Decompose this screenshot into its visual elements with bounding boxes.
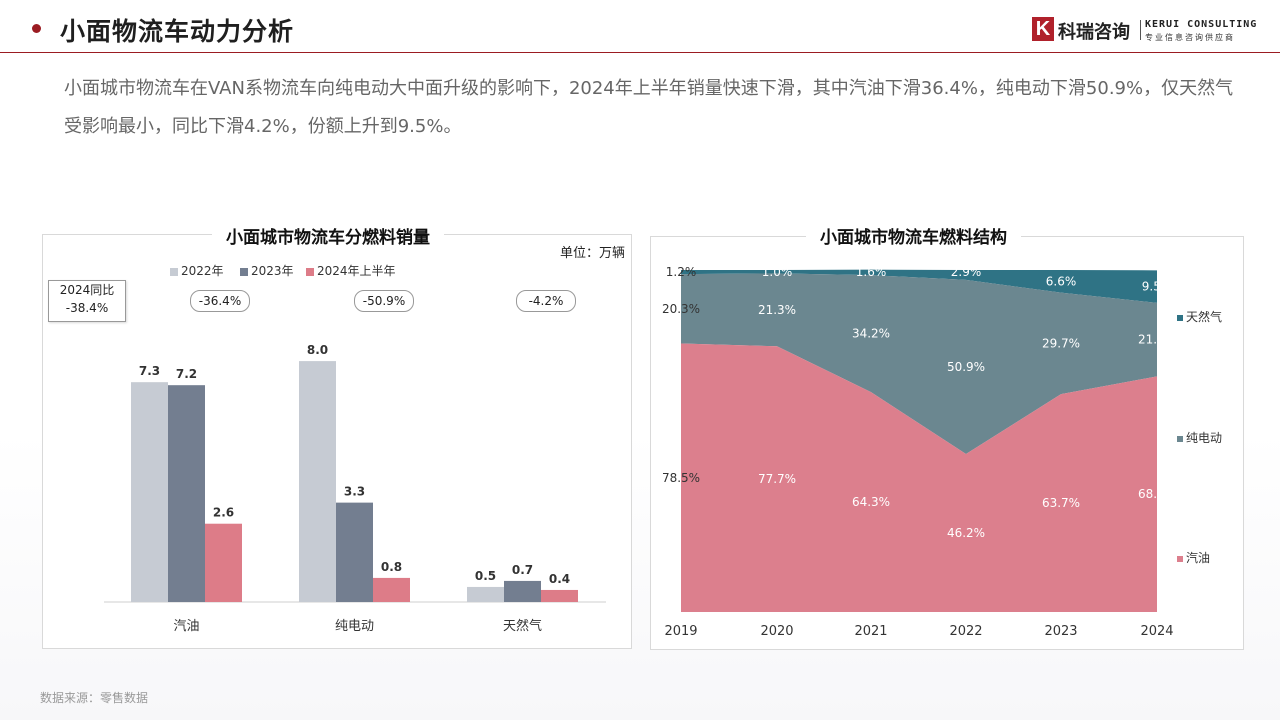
- area-x-tick-label: 2024: [1140, 624, 1173, 639]
- legend-label-gasoline: 汽油: [1186, 551, 1211, 565]
- legend-label-2022: 2022年: [181, 264, 224, 278]
- area-label-natural-gas: 1.6%: [856, 265, 887, 279]
- area-label-natural-gas: 1.0%: [762, 265, 793, 279]
- legend-item-2022: 2022年: [170, 262, 224, 279]
- legend-item-natural-gas: 天然气: [1177, 308, 1222, 325]
- yoy-pill-gasoline: -36.4%: [190, 290, 250, 312]
- title-bullet-icon: [32, 24, 41, 33]
- bar-value-label: 7.3: [139, 364, 160, 378]
- brand-logo: K 科瑞咨询 KERUI CONSULTING 专业信息咨询供应商: [1032, 16, 1256, 46]
- bar-value-label: 0.4: [549, 572, 570, 586]
- bar-2-1: [504, 580, 541, 602]
- logo-mark-icon: K: [1032, 17, 1054, 41]
- logo-divider: [1140, 20, 1141, 40]
- bar-value-label: 0.5: [475, 569, 496, 583]
- area-label-electric: 50.9%: [947, 360, 985, 374]
- area-label-natural-gas: 9.5%: [1142, 280, 1173, 294]
- area-label-electric: 29.7%: [1042, 336, 1080, 350]
- legend-item-electric: 纯电动: [1177, 429, 1222, 446]
- area-gasoline: [681, 343, 1157, 612]
- area-label-gasoline: 78.5%: [662, 471, 700, 485]
- header-divider: [0, 52, 1280, 53]
- legend-swatch-natural-gas: [1177, 314, 1183, 321]
- area-label-gasoline: 64.3%: [852, 495, 890, 509]
- area-x-tick-label: 2020: [760, 624, 793, 639]
- legend-swatch-2023: [240, 267, 248, 276]
- logo-tagline: 专业信息咨询供应商: [1145, 33, 1235, 42]
- yoy-total-callout: 2024同比 -38.4%: [48, 280, 126, 322]
- bar-value-label: 0.7: [512, 563, 533, 577]
- legend-swatch-2024h1: [306, 267, 314, 276]
- bar-value-label: 3.3: [344, 485, 365, 499]
- summary-text: 小面城市物流车在VAN系物流车向纯电动大中面升级的影响下，2024年上半年销量快…: [64, 78, 1234, 137]
- yoy-total-value: -38.4%: [65, 301, 109, 315]
- legend-label-2023: 2023年: [251, 264, 294, 278]
- header: 小面物流车动力分析 K 科瑞咨询 KERUI CONSULTING 专业信息咨询…: [0, 0, 1280, 54]
- area-chart-title: 小面城市物流车燃料结构: [806, 223, 1021, 248]
- bar-category-label: 汽油: [173, 619, 199, 634]
- legend-swatch-gasoline: [1177, 555, 1183, 562]
- area-label-natural-gas: 1.2%: [666, 265, 697, 279]
- bar-value-label: 0.8: [381, 560, 402, 574]
- legend-label-2024h1: 2024年上半年: [317, 264, 396, 278]
- bar-value-label: 7.2: [176, 367, 197, 381]
- bar-0-2: [205, 523, 242, 602]
- area-label-electric: 34.2%: [852, 327, 890, 341]
- legend-swatch-electric: [1177, 435, 1183, 442]
- area-label-gasoline: 46.2%: [947, 526, 985, 540]
- bar-2-0: [467, 586, 504, 602]
- area-label-gasoline: 77.7%: [758, 472, 796, 486]
- page-title: 小面物流车动力分析: [60, 17, 295, 46]
- yoy-pill-natural-gas: -4.2%: [516, 290, 576, 312]
- bar-1-1: [336, 502, 373, 602]
- bar-value-label: 2.6: [213, 506, 234, 520]
- yoy-total-label: 2024同比: [59, 283, 115, 297]
- area-label-electric: 21.5%: [1138, 333, 1176, 347]
- bar-2-2: [541, 589, 578, 602]
- legend-item-gasoline: 汽油: [1177, 549, 1210, 566]
- area-x-tick-label: 2022: [949, 624, 982, 639]
- legend-item-2023: 2023年: [240, 262, 294, 279]
- logo-name-en: KERUI CONSULTING: [1145, 19, 1258, 30]
- area-label-gasoline: 63.7%: [1042, 496, 1080, 510]
- area-label-electric: 20.3%: [662, 302, 700, 316]
- bar-0-0: [131, 382, 168, 602]
- bar-chart-title: 小面城市物流车分燃料销量: [212, 223, 444, 248]
- legend-label-electric: 纯电动: [1186, 431, 1223, 445]
- bar-value-label: 8.0: [307, 343, 328, 357]
- legend-label-natural-gas: 天然气: [1186, 310, 1223, 324]
- bar-category-label: 天然气: [503, 618, 542, 634]
- area-electric: [681, 273, 1157, 454]
- area-label-gasoline: 68.9%: [1138, 487, 1176, 501]
- area-x-tick-label: 2019: [664, 624, 697, 639]
- area-natural-gas: [681, 269, 1157, 303]
- yoy-pill-electric: -50.9%: [354, 290, 414, 312]
- area-x-tick-label: 2023: [1044, 624, 1077, 639]
- bar-chart-unit: 单位：万辆: [560, 246, 626, 261]
- bar-category-label: 纯电动: [335, 619, 374, 634]
- area-label-natural-gas: 2.9%: [951, 265, 982, 279]
- data-source-note: 数据来源：零售数据: [40, 691, 149, 705]
- area-label-natural-gas: 6.6%: [1046, 274, 1077, 288]
- logo-name-cn: 科瑞咨询: [1058, 22, 1130, 43]
- legend-swatch-2022: [170, 267, 178, 276]
- area-label-electric: 21.3%: [758, 303, 796, 317]
- bar-1-0: [299, 361, 336, 602]
- legend-item-2024h1: 2024年上半年: [306, 262, 396, 279]
- area-x-tick-label: 2021: [854, 624, 887, 639]
- bar-1-2: [373, 577, 410, 602]
- bar-0-1: [168, 385, 205, 602]
